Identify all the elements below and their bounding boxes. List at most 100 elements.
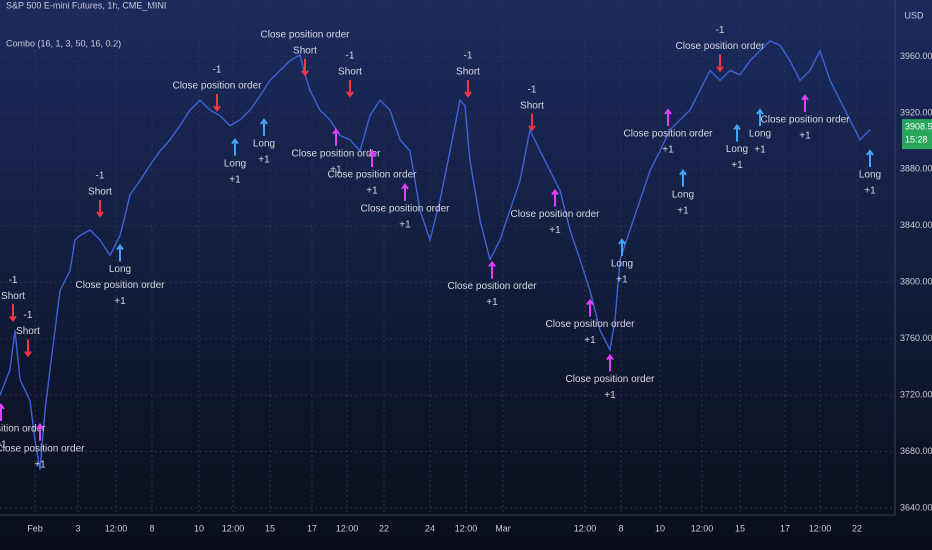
y-tick-label: 3640.00 <box>900 502 932 512</box>
signal-label: Close position order <box>624 129 714 140</box>
x-tick-label: 12:00 <box>105 523 128 533</box>
signal-label: Close position order <box>361 203 451 214</box>
signal-label: Close position order <box>0 443 85 454</box>
signal-arrow <box>368 149 376 167</box>
x-tick-label: 22 <box>379 523 389 533</box>
signal-arrow <box>9 304 17 322</box>
x-tick-label: 17 <box>307 523 317 533</box>
x-tick-label: 10 <box>655 523 665 533</box>
signal-label: -1 <box>716 25 725 36</box>
x-tick-label: 15 <box>265 523 275 533</box>
x-tick-label: 12:00 <box>336 523 359 533</box>
signal-arrow <box>618 238 626 256</box>
signal-arrow <box>716 54 724 73</box>
signal-label: Close position order <box>546 319 636 330</box>
y-tick-label: 3840.00 <box>900 220 932 230</box>
indicator-label: Combo (16, 1, 3, 50, 16, 0.2) <box>6 38 121 48</box>
signal-label: Close position order <box>173 81 263 92</box>
x-tick-label: Feb <box>27 523 43 533</box>
signal-label: Close position order <box>761 115 851 126</box>
signal-arrow <box>346 79 354 98</box>
x-tick-label: 15 <box>735 523 745 533</box>
signal-label: +1 <box>584 335 596 346</box>
x-tick-label: Mar <box>495 523 511 533</box>
signal-label: -1 <box>9 275 18 286</box>
signal-label: -1 <box>528 84 537 95</box>
signal-label: Close position order <box>511 209 601 220</box>
signal-label: Close position order <box>328 170 418 181</box>
signal-label: Long <box>109 264 131 275</box>
y-tick-label: 3760.00 <box>900 333 932 343</box>
signal-label: Short <box>338 67 362 78</box>
signal-arrow <box>24 339 32 358</box>
x-tick-label: 12:00 <box>574 523 597 533</box>
signal-arrow <box>401 183 409 201</box>
signal-label: Long <box>672 189 694 200</box>
signal-label: +1 <box>677 205 689 216</box>
last-price-badge <box>902 119 932 150</box>
x-tick-label: 17 <box>780 523 790 533</box>
last-price: 3908.50 <box>905 121 932 131</box>
signal-label: Long <box>859 170 881 181</box>
signal-label: +1 <box>662 145 674 156</box>
signal-arrow <box>756 108 764 127</box>
x-tick-label: 3 <box>75 523 80 533</box>
x-tick-label: 12:00 <box>222 523 245 533</box>
signal-label: -1 <box>213 65 222 76</box>
signal-label: +1 <box>229 174 241 185</box>
currency: USD <box>904 10 924 20</box>
signal-arrow <box>0 403 5 421</box>
signal-arrow <box>464 79 472 98</box>
x-tick-label: 8 <box>149 523 154 533</box>
x-tick-label: 12:00 <box>455 523 478 533</box>
y-tick-label: 3880.00 <box>900 164 932 174</box>
signal-label: +1 <box>731 160 743 171</box>
signal-label: Long <box>224 158 246 169</box>
signal-label: -1 <box>96 171 105 182</box>
signal-arrow <box>332 128 340 146</box>
signal-arrow <box>586 298 594 317</box>
signal-arrow <box>231 138 239 156</box>
signal-arrow <box>679 169 687 187</box>
signal-label: Short <box>1 291 25 302</box>
signal-label: Short <box>520 100 544 111</box>
signal-arrow <box>260 118 268 136</box>
signal-arrow <box>213 94 221 112</box>
signal-label: +1 <box>799 131 811 142</box>
signal-label: +1 <box>34 459 46 470</box>
signal-label: Short <box>293 45 317 56</box>
x-tick-label: 12:00 <box>809 523 832 533</box>
signal-label: Short <box>16 326 40 337</box>
y-tick-label: 3680.00 <box>900 446 932 456</box>
signal-label: +1 <box>549 225 561 236</box>
signal-label: +1 <box>330 164 342 175</box>
signal-label: Short <box>456 67 480 78</box>
signal-label: Long <box>253 139 275 150</box>
signal-label: +1 <box>258 155 270 166</box>
signal-label: -1 <box>346 51 355 62</box>
y-tick-label: 3960.00 <box>900 51 932 61</box>
signal-label: Close position order <box>448 281 538 292</box>
signal-label: Short <box>88 187 112 198</box>
y-tick-label: 3800.00 <box>900 277 932 287</box>
signal-label: +1 <box>366 186 378 197</box>
signal-label: +1 <box>114 296 126 307</box>
countdown: 15:28 <box>905 134 928 144</box>
signal-arrow <box>733 123 741 142</box>
signal-arrow <box>664 108 672 127</box>
signal-arrow <box>301 58 309 77</box>
signal-label: Close position order <box>566 374 656 385</box>
signal-label: -1 <box>24 310 33 321</box>
signal-arrow <box>96 199 104 218</box>
signal-label: +1 <box>604 390 616 401</box>
signal-label: +1 <box>486 297 498 308</box>
price-line <box>0 40 871 470</box>
x-tick-label: 12:00 <box>691 523 714 533</box>
signal-label: +1 <box>754 145 766 156</box>
signal-label: Long <box>726 144 748 155</box>
x-tick-label: 22 <box>852 523 862 533</box>
signal-arrow <box>36 423 44 441</box>
signal-arrow <box>801 94 809 112</box>
signal-arrow <box>551 188 559 207</box>
